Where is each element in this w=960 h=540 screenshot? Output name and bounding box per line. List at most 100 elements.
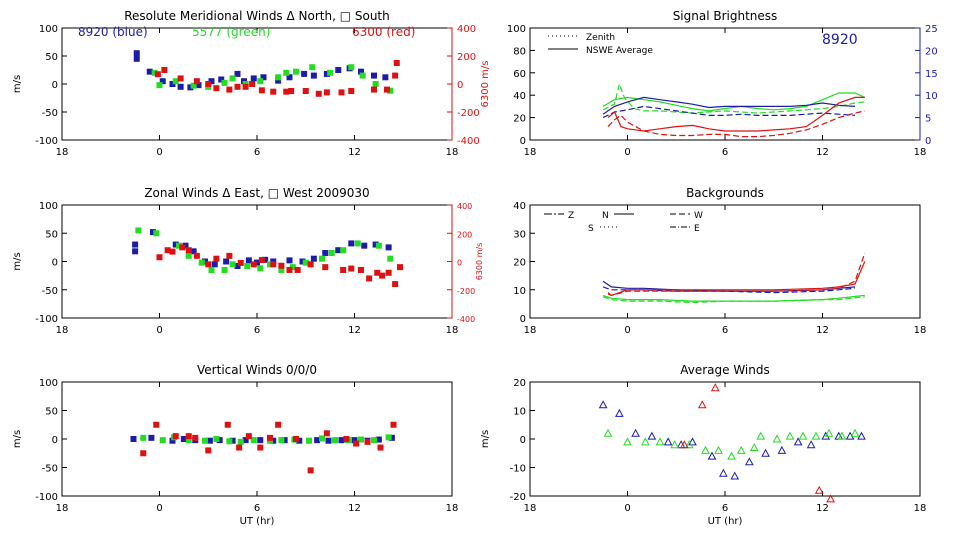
panel-5: Average Winds 18 0 6 12 18 20 10 0 -10 -20 m/s UT (h… — [480, 363, 926, 527]
y-tick-label: 100 — [39, 24, 58, 35]
data-point — [185, 437, 192, 444]
chart-title: Zonal Winds Δ East, □ West 2009030 — [144, 186, 369, 200]
y-axis-label: m/s — [480, 430, 491, 448]
data-point — [250, 437, 257, 444]
data-point — [278, 437, 285, 444]
data-point — [385, 269, 392, 276]
data-point — [826, 494, 835, 503]
x-tick-label: 12 — [816, 503, 829, 514]
data-point — [323, 430, 330, 437]
data-point — [260, 74, 267, 81]
data-point — [603, 428, 613, 437]
data-point — [185, 433, 192, 440]
y-tick-label: 40 — [513, 91, 526, 102]
data-point — [153, 230, 160, 237]
data-point — [727, 451, 736, 460]
y2-tick-label: 0 — [457, 80, 463, 91]
data-point — [234, 83, 241, 90]
data-point — [270, 437, 277, 444]
data-point — [237, 438, 244, 445]
data-point — [293, 68, 299, 75]
y-tick-label: -20 — [510, 492, 526, 503]
data-point — [364, 438, 371, 445]
data-point — [307, 467, 314, 474]
y2-tick-label: 400 — [457, 202, 472, 211]
data-point — [213, 255, 220, 262]
y2-tick-label: -200 — [457, 108, 480, 119]
data-point — [135, 227, 142, 234]
y-tick-label: 0 — [52, 80, 58, 91]
series-line-2 — [602, 294, 865, 302]
data-point — [193, 78, 200, 85]
data-point — [133, 55, 140, 62]
data-point — [375, 242, 382, 249]
series-line-2 — [602, 96, 856, 115]
data-point — [310, 255, 317, 262]
data-point — [270, 88, 277, 95]
data-point — [392, 72, 399, 79]
data-point — [393, 60, 400, 66]
data-point — [187, 84, 194, 91]
x-tick-label: 0 — [156, 147, 162, 158]
data-point — [623, 437, 632, 446]
x-tick-label: 18 — [446, 503, 459, 514]
data-point — [156, 82, 163, 89]
data-point — [387, 87, 394, 94]
y-axis-label: m/s — [12, 430, 23, 448]
data-point — [202, 258, 208, 265]
y2-tick-label: 200 — [457, 52, 476, 63]
data-point — [670, 440, 679, 449]
data-point — [655, 437, 665, 446]
data-point — [205, 447, 212, 454]
data-point — [245, 433, 252, 440]
data-point — [229, 261, 236, 268]
data-point — [372, 81, 379, 87]
data-point — [156, 254, 163, 261]
data-point — [335, 67, 342, 73]
legend-label-s: S — [588, 224, 594, 234]
data-point — [226, 252, 233, 259]
panel-4: Vertical Winds 0/0/0 18 0 6 12 18 100 50 0 -50 -10… — [12, 363, 458, 527]
data-point — [211, 261, 218, 268]
data-point — [257, 437, 264, 444]
y-tick-label: 100 — [507, 24, 526, 35]
data-point — [169, 81, 176, 87]
data-point — [286, 74, 293, 81]
data-point — [314, 437, 321, 444]
data-point — [710, 383, 720, 392]
data-point — [275, 421, 282, 428]
data-point — [172, 241, 179, 248]
data-point — [164, 247, 171, 254]
data-point — [310, 72, 317, 79]
data-point — [159, 78, 166, 85]
y-tick-label: 100 — [39, 201, 58, 212]
chart-title: Backgrounds — [686, 186, 764, 200]
y-tick-label: 100 — [39, 378, 58, 389]
data-point — [366, 275, 373, 282]
data-point — [278, 262, 285, 269]
data-point — [244, 263, 251, 270]
data-point — [296, 437, 303, 444]
data-point — [392, 281, 399, 288]
data-point — [772, 434, 782, 443]
data-point — [793, 437, 803, 446]
x-tick-label: 18 — [524, 147, 537, 158]
data-point — [615, 408, 624, 417]
data-point — [154, 71, 161, 78]
data-point — [323, 70, 330, 77]
data-point — [306, 437, 312, 444]
data-point — [250, 261, 257, 268]
legend-zenith-label: Zenith — [586, 33, 615, 43]
data-point — [338, 437, 345, 444]
y-tick-label: -100 — [35, 492, 58, 503]
y-axis-label: m/s — [12, 252, 23, 270]
data-point — [385, 244, 392, 251]
data-point — [647, 431, 657, 440]
data-point — [371, 437, 377, 444]
data-point — [172, 433, 179, 440]
y-tick-label: 40 — [513, 201, 526, 212]
data-point — [132, 241, 139, 248]
y2-tick-label: 0 — [457, 259, 462, 268]
data-point — [361, 242, 368, 249]
